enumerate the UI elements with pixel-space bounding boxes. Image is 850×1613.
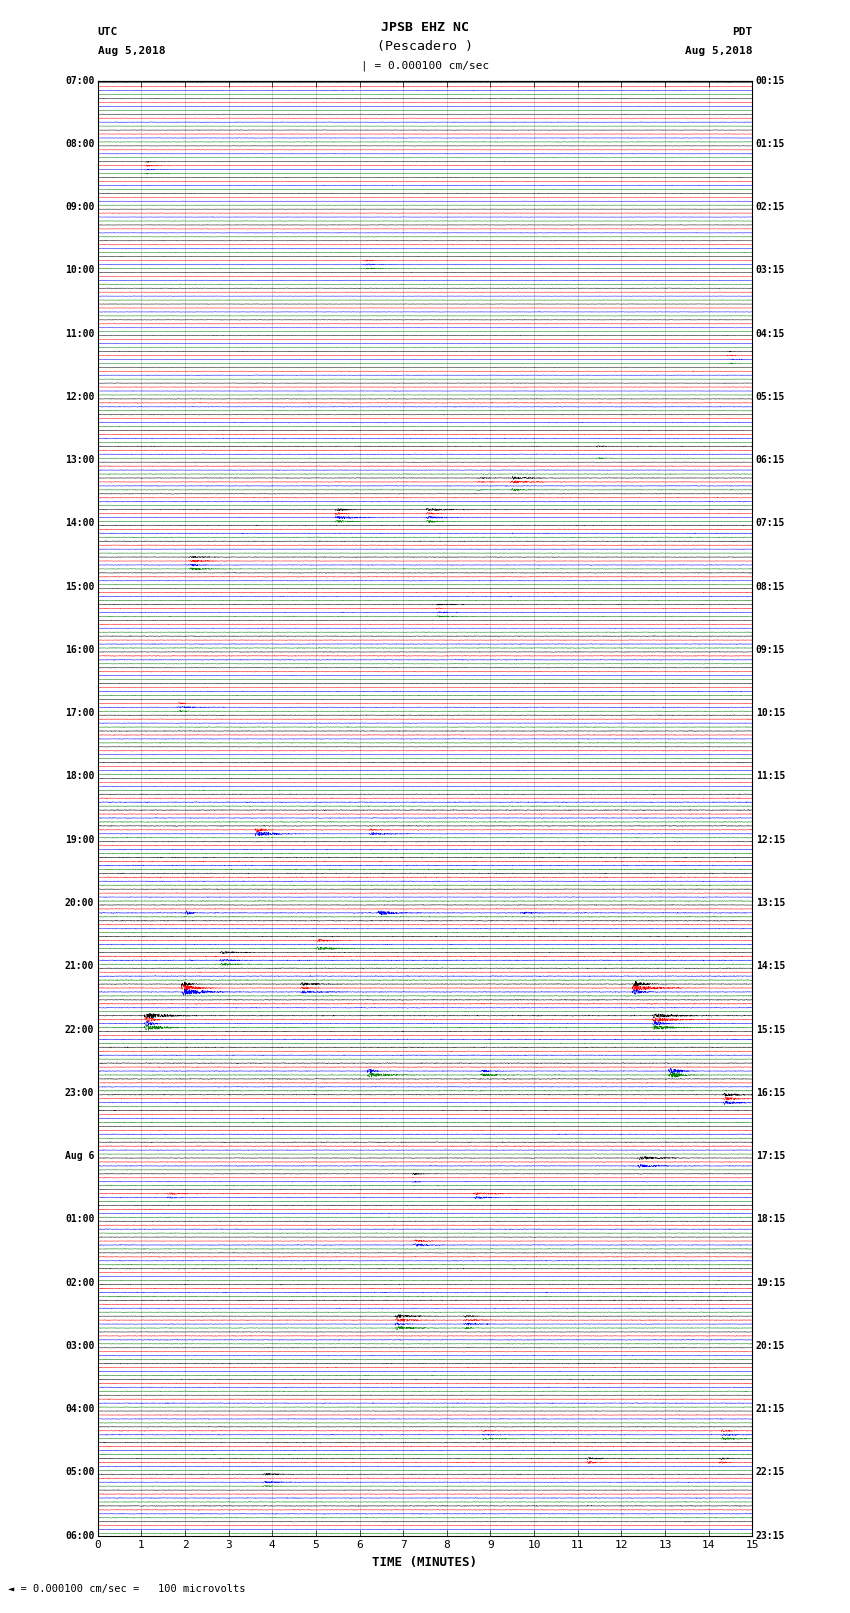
- Text: 21:15: 21:15: [756, 1403, 785, 1415]
- Text: 07:00: 07:00: [65, 76, 94, 85]
- Text: PDT: PDT: [732, 27, 752, 37]
- Text: 00:15: 00:15: [756, 76, 785, 85]
- Text: 07:15: 07:15: [756, 518, 785, 529]
- Text: 17:00: 17:00: [65, 708, 94, 718]
- Text: 06:00: 06:00: [65, 1531, 94, 1540]
- Text: 02:00: 02:00: [65, 1277, 94, 1287]
- Text: | = 0.000100 cm/sec: | = 0.000100 cm/sec: [361, 60, 489, 71]
- Text: 13:15: 13:15: [756, 898, 785, 908]
- Text: 01:00: 01:00: [65, 1215, 94, 1224]
- Text: 14:00: 14:00: [65, 518, 94, 529]
- Text: 11:00: 11:00: [65, 329, 94, 339]
- Text: 03:15: 03:15: [756, 266, 785, 276]
- Text: 03:00: 03:00: [65, 1340, 94, 1350]
- Text: 01:15: 01:15: [756, 139, 785, 148]
- Text: 18:00: 18:00: [65, 771, 94, 781]
- Text: 15:15: 15:15: [756, 1024, 785, 1034]
- Text: 02:15: 02:15: [756, 202, 785, 213]
- Text: 09:15: 09:15: [756, 645, 785, 655]
- Text: 10:00: 10:00: [65, 266, 94, 276]
- Text: Aug 5,2018: Aug 5,2018: [685, 47, 752, 56]
- Text: 20:15: 20:15: [756, 1340, 785, 1350]
- Text: 17:15: 17:15: [756, 1152, 785, 1161]
- Text: 13:00: 13:00: [65, 455, 94, 465]
- Text: 12:15: 12:15: [756, 836, 785, 845]
- Text: 08:00: 08:00: [65, 139, 94, 148]
- Text: 08:15: 08:15: [756, 582, 785, 592]
- Text: 04:15: 04:15: [756, 329, 785, 339]
- Text: 20:00: 20:00: [65, 898, 94, 908]
- Text: 11:15: 11:15: [756, 771, 785, 781]
- Text: 14:15: 14:15: [756, 961, 785, 971]
- Text: JPSB EHZ NC: JPSB EHZ NC: [381, 21, 469, 34]
- Text: 22:15: 22:15: [756, 1468, 785, 1478]
- Text: UTC: UTC: [98, 27, 118, 37]
- Text: 23:00: 23:00: [65, 1087, 94, 1098]
- Text: 05:00: 05:00: [65, 1468, 94, 1478]
- Text: 23:15: 23:15: [756, 1531, 785, 1540]
- Text: 19:00: 19:00: [65, 836, 94, 845]
- Text: 10:15: 10:15: [756, 708, 785, 718]
- Text: 18:15: 18:15: [756, 1215, 785, 1224]
- Text: 21:00: 21:00: [65, 961, 94, 971]
- Text: 04:00: 04:00: [65, 1403, 94, 1415]
- Text: 16:00: 16:00: [65, 645, 94, 655]
- Text: 05:15: 05:15: [756, 392, 785, 402]
- Text: 22:00: 22:00: [65, 1024, 94, 1034]
- Text: 15:00: 15:00: [65, 582, 94, 592]
- Text: ◄ = 0.000100 cm/sec =   100 microvolts: ◄ = 0.000100 cm/sec = 100 microvolts: [8, 1584, 246, 1594]
- Text: (Pescadero ): (Pescadero ): [377, 40, 473, 53]
- Text: 09:00: 09:00: [65, 202, 94, 213]
- Text: Aug 6: Aug 6: [65, 1152, 94, 1161]
- Text: Aug 5,2018: Aug 5,2018: [98, 47, 165, 56]
- X-axis label: TIME (MINUTES): TIME (MINUTES): [372, 1557, 478, 1569]
- Text: 06:15: 06:15: [756, 455, 785, 465]
- Text: 12:00: 12:00: [65, 392, 94, 402]
- Text: 16:15: 16:15: [756, 1087, 785, 1098]
- Text: 19:15: 19:15: [756, 1277, 785, 1287]
